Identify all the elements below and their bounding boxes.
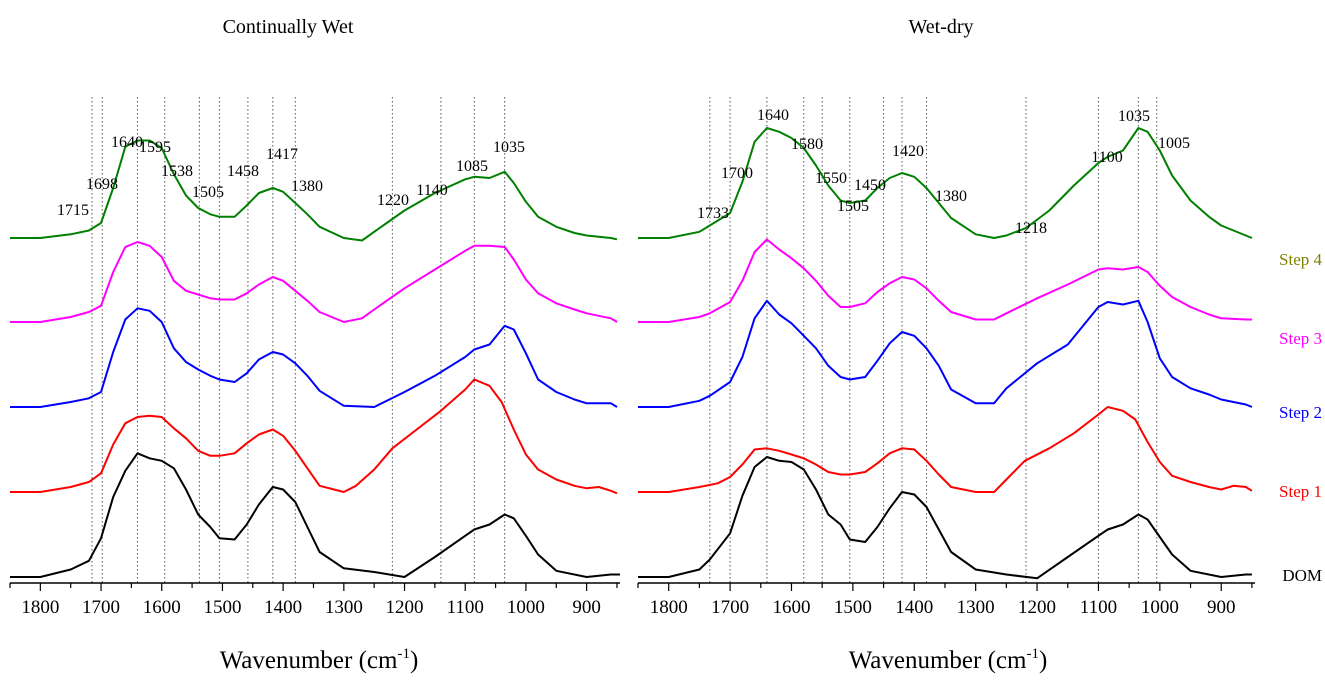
peak-label: 1715 — [57, 202, 89, 219]
spectrum-line — [10, 241, 618, 323]
x-tick-label: 1500 — [834, 597, 872, 618]
x-tick-label: 1800 — [21, 597, 59, 618]
peak-label: 1380 — [935, 188, 967, 205]
x-tick-label: 1700 — [711, 597, 749, 618]
x-tick-label: 1500 — [203, 597, 241, 618]
x-tick-label: 1300 — [325, 597, 363, 618]
peak-label: 1005 — [1158, 135, 1190, 152]
x-tick-label: 1100 — [1080, 597, 1117, 618]
peak-label: 1035 — [493, 139, 525, 156]
x-tick-label: 1000 — [1141, 597, 1179, 618]
x-tick-label: 1000 — [507, 597, 545, 618]
peak-label: 1538 — [161, 163, 193, 180]
spectrum-line — [638, 406, 1253, 493]
x-tick-label: 1200 — [386, 597, 424, 618]
peak-label: 1450 — [854, 177, 886, 194]
peak-label: 1035 — [1118, 108, 1150, 125]
series-label: Step 4 — [1279, 250, 1322, 269]
x-tick-label: 900 — [1207, 597, 1236, 618]
x-tick-label: 1600 — [772, 597, 810, 618]
x-tick-label: 1200 — [1018, 597, 1056, 618]
panel-1: Continually Wet1715169816401595153815051… — [9, 16, 620, 674]
spectrum-line — [10, 307, 618, 408]
x-tick-label: 1100 — [447, 597, 484, 618]
x-axis-title: Wavenumber (cm-1) — [220, 646, 419, 674]
spectrum-line — [638, 299, 1253, 408]
peak-label: 1698 — [86, 176, 118, 193]
series-label: Step 2 — [1279, 403, 1322, 422]
x-tick-label: 1700 — [82, 597, 120, 618]
x-tick-label: 1400 — [895, 597, 933, 618]
spectrum-line — [10, 452, 620, 578]
peak-label: 1220 — [377, 192, 409, 209]
peak-label: 1505 — [192, 184, 224, 201]
x-axis-title: Wavenumber (cm-1) — [849, 646, 1048, 674]
peak-label: 1700 — [721, 165, 753, 182]
series-label: DOM — [1282, 566, 1322, 585]
x-tick-label: 1800 — [650, 597, 688, 618]
panel-title: Wet-dry — [908, 16, 973, 38]
peak-label: 1085 — [456, 158, 488, 175]
series-label: Step 1 — [1279, 482, 1322, 501]
peak-label: 1550 — [815, 170, 847, 187]
spectrum-line — [10, 139, 618, 242]
peak-label: 1505 — [837, 198, 869, 215]
peak-label: 1140 — [416, 182, 447, 199]
peak-label: 1595 — [139, 139, 171, 156]
spectrum-line — [638, 238, 1252, 323]
x-tick-label: 1400 — [264, 597, 302, 618]
x-tick-label: 1300 — [957, 597, 995, 618]
peak-label: 1733 — [697, 205, 729, 222]
peak-label: 1218 — [1015, 220, 1047, 237]
peak-label: 1420 — [892, 143, 924, 160]
spectrum-line — [638, 456, 1252, 580]
x-tick-label: 1600 — [143, 597, 181, 618]
peak-label: 1380 — [291, 178, 323, 195]
spectrum-line — [638, 127, 1253, 239]
peak-label: 1640 — [111, 134, 143, 151]
peak-label: 1458 — [227, 163, 259, 180]
series-label: Step 3 — [1279, 329, 1322, 348]
peak-label: 1580 — [791, 136, 823, 153]
peak-label: 1640 — [757, 107, 789, 124]
peak-label: 1100 — [1091, 149, 1122, 166]
peak-label: 1417 — [266, 146, 298, 163]
x-tick-label: 900 — [572, 597, 601, 618]
panel-title: Continually Wet — [223, 16, 354, 38]
spectrum-line — [10, 378, 618, 495]
